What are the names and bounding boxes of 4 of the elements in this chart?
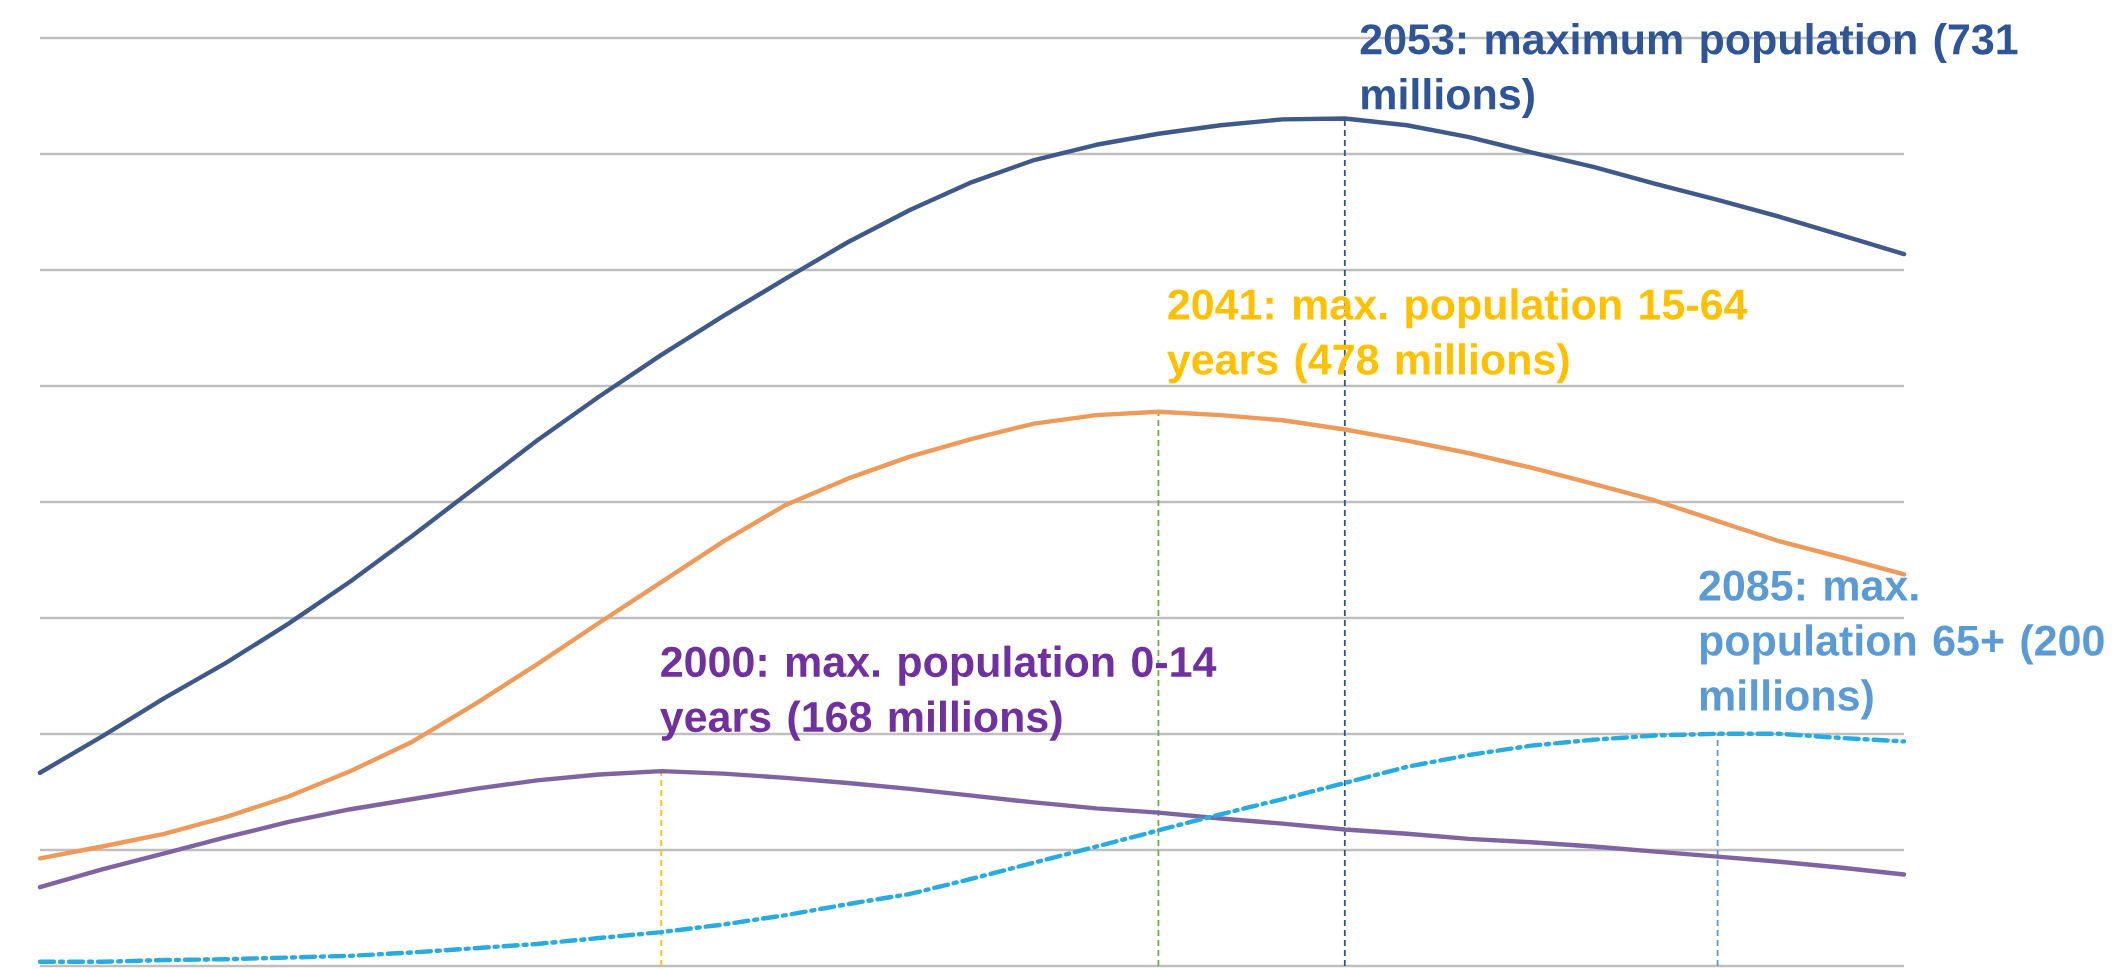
text: 2053: maximum population (731 millions) (1360, 23, 2018, 119)
annotation: 2041: max. population 15-64 years (478 millions) (1167, 288, 1748, 384)
annotation: 2085: max. population 65+ (200 millions) (1699, 570, 2104, 720)
annotation: 2000: max. population 0-14 years (168 millions) (660, 645, 1217, 741)
